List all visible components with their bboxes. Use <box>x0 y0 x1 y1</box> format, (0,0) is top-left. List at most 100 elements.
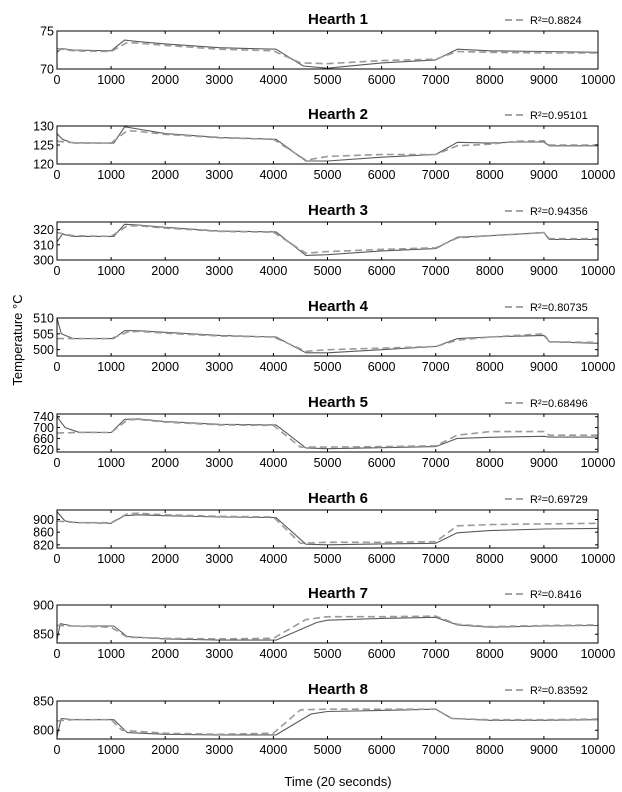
x-tick-label: 4000 <box>259 73 287 87</box>
legend-label: R²=0.94356 <box>530 206 588 218</box>
x-tick-label: 7000 <box>422 264 450 278</box>
plot-frame <box>56 125 599 165</box>
legend-label: R²=0.8824 <box>530 15 582 27</box>
measured-series-line <box>56 416 598 450</box>
x-tick-label: 5000 <box>314 552 342 566</box>
y-axis-label: Temperature °C <box>10 294 25 385</box>
x-tick-label: 1000 <box>97 360 125 374</box>
y-tick-label: 620 <box>33 443 54 457</box>
x-tick-label: 7000 <box>422 73 450 87</box>
x-tick-label: 10000 <box>581 73 616 87</box>
y-tick-label: 850 <box>33 628 54 642</box>
x-tick-label: 0 <box>54 264 61 278</box>
x-tick-label: 4000 <box>259 168 287 182</box>
predicted-series-line <box>56 708 599 736</box>
plot-frame <box>56 317 599 357</box>
x-tick-label: 1000 <box>97 552 125 566</box>
x-tick-label: 1000 <box>97 73 125 87</box>
hearth-panel: Hearth 5 R²=0.68496 0 1000 2000 3000 4000 5000 6… <box>33 394 615 470</box>
y-tick-label: 850 <box>33 695 54 709</box>
y-tick-label: 500 <box>33 343 54 357</box>
x-tick-label: 1000 <box>97 647 125 661</box>
x-tick-label: 1000 <box>97 743 125 757</box>
panel-title: Hearth 2 <box>308 106 368 123</box>
x-tick-label: 3000 <box>205 743 233 757</box>
x-tick-label: 8000 <box>476 73 504 87</box>
x-tick-label: 5000 <box>314 168 342 182</box>
x-tick-label: 0 <box>54 168 61 182</box>
x-tick-label: 10000 <box>581 647 616 661</box>
predicted-series-line <box>57 330 599 353</box>
x-axis-label: Time (20 seconds) <box>284 774 391 789</box>
plot-frame <box>56 413 599 453</box>
hearth-panel: Hearth 6 R²=0.69729 0 1000 2000 3000 4000 5000 6… <box>33 490 615 566</box>
legend-label: R²=0.80735 <box>530 302 588 314</box>
y-tick-label: 505 <box>33 327 54 341</box>
x-tick-label: 8000 <box>476 743 504 757</box>
x-tick-label: 5000 <box>314 73 342 87</box>
x-tick-label: 10000 <box>581 360 616 374</box>
hearth-panel: Hearth 1 R²=0.8824 0 1000 2000 3000 4000 5000 60… <box>40 11 615 87</box>
x-tick-label: 8000 <box>476 647 504 661</box>
panel-title: Hearth 1 <box>308 11 368 28</box>
panel-title: Hearth 7 <box>308 585 368 602</box>
predicted-series-line <box>56 615 599 640</box>
measured-series-line <box>56 126 598 162</box>
legend-label: R²=0.83592 <box>530 685 588 697</box>
x-tick-label: 0 <box>54 552 61 566</box>
y-tick-label: 320 <box>33 223 54 237</box>
x-tick-label: 9000 <box>530 73 558 87</box>
plot-frame <box>56 509 599 549</box>
hearth-panel: Hearth 7 R²=0.8416 0 1000 2000 3000 4000 5000 60… <box>33 585 615 661</box>
x-tick-label: 6000 <box>368 743 396 757</box>
x-tick-label: 6000 <box>368 168 396 182</box>
x-tick-label: 2000 <box>151 647 179 661</box>
measured-series-line <box>56 39 599 69</box>
x-tick-label: 6000 <box>368 73 396 87</box>
x-tick-label: 9000 <box>530 743 558 757</box>
y-tick-label: 125 <box>33 139 54 153</box>
predicted-series-line <box>56 418 598 448</box>
x-tick-label: 8000 <box>476 264 504 278</box>
x-tick-label: 1000 <box>97 264 125 278</box>
x-tick-label: 0 <box>54 647 61 661</box>
measured-series-line <box>56 708 599 737</box>
x-tick-label: 3000 <box>205 360 233 374</box>
y-tick-label: 510 <box>33 312 54 326</box>
x-tick-label: 1000 <box>97 456 125 470</box>
x-tick-label: 5000 <box>314 456 342 470</box>
panel-title: Hearth 3 <box>308 202 368 219</box>
x-tick-label: 0 <box>54 456 61 470</box>
panel-title: Hearth 5 <box>308 394 368 411</box>
x-tick-label: 6000 <box>368 360 396 374</box>
x-tick-label: 7000 <box>422 168 450 182</box>
x-tick-label: 3000 <box>205 552 233 566</box>
legend-label: R²=0.69729 <box>530 494 588 506</box>
x-tick-label: 9000 <box>530 168 558 182</box>
y-tick-label: 900 <box>33 599 54 613</box>
panel-title: Hearth 4 <box>308 298 369 315</box>
x-tick-label: 2000 <box>151 168 179 182</box>
hearth-panel: Hearth 8 R²=0.83592 0 1000 2000 3000 4000 5000 6… <box>33 681 615 757</box>
x-tick-label: 10000 <box>581 456 616 470</box>
legend-label: R²=0.8416 <box>530 589 582 601</box>
x-tick-label: 0 <box>54 743 61 757</box>
y-tick-label: 130 <box>33 120 54 134</box>
y-tick-label: 800 <box>33 724 54 738</box>
hearth-panel: Hearth 2 R²=0.95101 0 1000 2000 3000 4000 5000 6… <box>33 106 615 182</box>
legend-label: R²=0.95101 <box>530 110 588 122</box>
y-tick-label: 120 <box>33 158 54 172</box>
measured-series-line <box>56 223 598 256</box>
x-tick-label: 2000 <box>151 73 179 87</box>
x-tick-label: 7000 <box>422 552 450 566</box>
y-tick-label: 700 <box>33 421 54 435</box>
x-tick-label: 7000 <box>422 743 450 757</box>
measured-series-line <box>56 511 599 546</box>
y-tick-label: 860 <box>33 526 54 540</box>
y-tick-label: 75 <box>40 25 54 39</box>
x-tick-label: 9000 <box>530 264 558 278</box>
predicted-series-line <box>56 225 598 254</box>
predicted-series-line <box>56 512 599 545</box>
x-tick-label: 7000 <box>422 360 450 374</box>
